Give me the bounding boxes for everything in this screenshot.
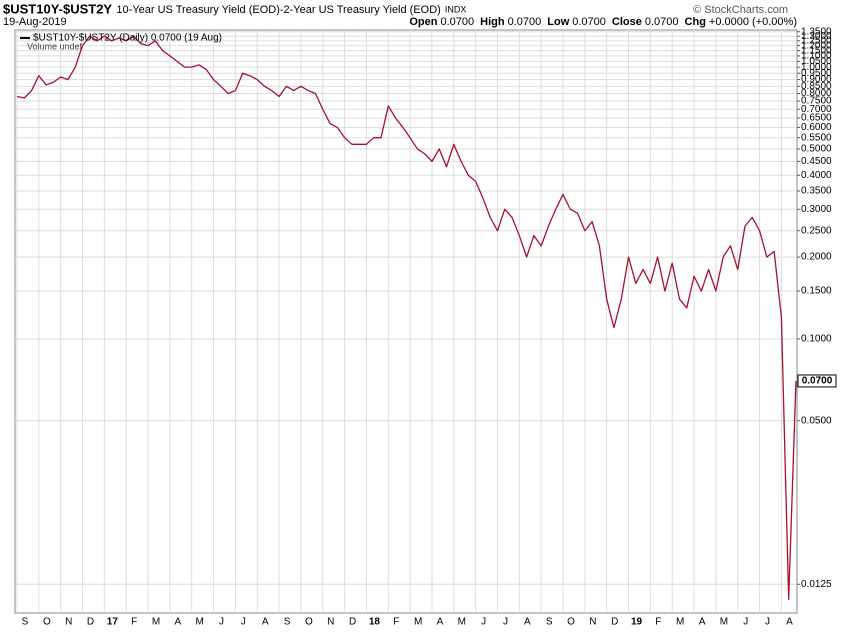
x-tick-label: O <box>567 617 575 628</box>
x-tick-label: A <box>524 617 531 628</box>
y-tick-label: 0.1500 <box>801 286 832 297</box>
y-tick-label: 1.0000 <box>801 62 832 73</box>
y-tick-label: 0.3000 <box>801 204 832 215</box>
y-tick-label: 0.9000 <box>801 74 832 85</box>
y-tick-label: 0.4000 <box>801 170 832 181</box>
x-tick-label: J <box>219 617 224 628</box>
x-tick-label: 17 <box>107 617 119 628</box>
y-tick-label: 1.3500 <box>801 26 832 37</box>
y-tick-label: 0.2500 <box>801 225 832 236</box>
x-tick-label: J <box>765 617 770 628</box>
exchange: INDX <box>445 4 467 14</box>
x-tick-label: D <box>349 617 356 628</box>
y-tick-label: 0.7000 <box>801 104 832 115</box>
y-tick-label: 0.8500 <box>801 81 832 92</box>
description: 10-Year US Treasury Yield (EOD)-2-Year U… <box>116 4 440 16</box>
x-tick-label: D <box>611 617 618 628</box>
x-tick-label: M <box>152 617 160 628</box>
y-tick-label: 0.0125 <box>801 579 832 590</box>
date: 19-Aug-2019 <box>3 16 67 28</box>
x-tick-label: S <box>284 617 291 628</box>
y-tick-label: 1.2000 <box>801 40 832 51</box>
x-tick-label: J <box>743 617 748 628</box>
x-tick-label: M <box>676 617 684 628</box>
credit: © StockCharts.com <box>693 4 788 16</box>
last-value-label: 0.0700 <box>802 376 833 387</box>
quote: Open 0.0700 High 0.0700 Low 0.0700 Close 0.0700… <box>409 16 797 28</box>
x-tick-label: F <box>131 617 137 628</box>
y-tick-label: 0.0500 <box>801 415 832 426</box>
x-tick-label: M <box>720 617 728 628</box>
y-tick-label: 1.1500 <box>801 45 832 56</box>
quote-value: 0.0700 <box>508 16 542 28</box>
x-tick-label: S <box>546 617 553 628</box>
y-tick-label: 0.6500 <box>801 113 832 124</box>
quote-label: Chg <box>685 16 706 28</box>
y-tick-label: 0.7500 <box>801 96 832 107</box>
y-tick-label: 0.1000 <box>801 334 832 345</box>
y-tick-label: 0.3500 <box>801 186 832 197</box>
x-tick-label: A <box>175 617 182 628</box>
x-tick-label: S <box>22 617 29 628</box>
x-tick-label: O <box>305 617 313 628</box>
x-tick-label: N <box>589 617 596 628</box>
y-tick-label: 1.0500 <box>801 56 832 67</box>
plot-frame <box>14 29 798 614</box>
quote-label: Low <box>547 16 569 28</box>
y-tick-label: 1.1000 <box>801 51 832 62</box>
quote-value: 0.0700 <box>645 16 679 28</box>
x-tick-label: F <box>393 617 399 628</box>
y-tick-label: 1.3000 <box>801 31 832 42</box>
x-tick-label: N <box>65 617 72 628</box>
last-value-box <box>797 374 837 388</box>
x-tick-label: D <box>87 617 94 628</box>
y-tick-label: 0.5000 <box>801 144 832 155</box>
x-tick-label: M <box>196 617 204 628</box>
quote-label: High <box>480 16 505 28</box>
y-tick-label: 0.4500 <box>801 156 832 167</box>
x-tick-label: A <box>262 617 269 628</box>
marks <box>16 35 797 601</box>
quote-label: Open <box>409 16 437 28</box>
x-tick-label: M <box>414 617 422 628</box>
quote-value: 0.0700 <box>572 16 606 28</box>
x-tick-label: 18 <box>369 617 381 628</box>
x-tick-label: A <box>786 617 793 628</box>
x-tick-label: N <box>327 617 334 628</box>
quote-value: 0.0700 <box>440 16 474 28</box>
quote-value: +0.0000 (+0.00%) <box>709 16 797 28</box>
y-tick-label: 1.2500 <box>801 35 832 46</box>
y-tick-label: 0.5500 <box>801 132 832 143</box>
x-tick-label: A <box>437 617 444 628</box>
x-tick-label: M <box>458 617 466 628</box>
grid <box>15 30 797 613</box>
x-tick-label: J <box>241 617 246 628</box>
y-tick-label: 0.2000 <box>801 252 832 263</box>
x-tick-label: 19 <box>631 617 643 628</box>
quote-label: Close <box>612 16 642 28</box>
y-tick-label: 0.9500 <box>801 68 832 79</box>
x-tick-label: O <box>43 617 51 628</box>
legend: $UST10Y-$UST2Y (Daily) 0.0700 (19 Aug) <box>33 33 222 44</box>
x-tick-label: J <box>481 617 486 628</box>
y-tick-label: 0.6000 <box>801 122 832 133</box>
x-tick-label: A <box>699 617 706 628</box>
volume-note: Volume undef <box>27 41 83 51</box>
symbol: $UST10Y-$UST2Y <box>3 1 112 16</box>
y-tick-label: 0.8000 <box>801 88 832 99</box>
x-tick-label: J <box>503 617 508 628</box>
x-tick-label: F <box>655 617 661 628</box>
series-line <box>16 35 797 601</box>
